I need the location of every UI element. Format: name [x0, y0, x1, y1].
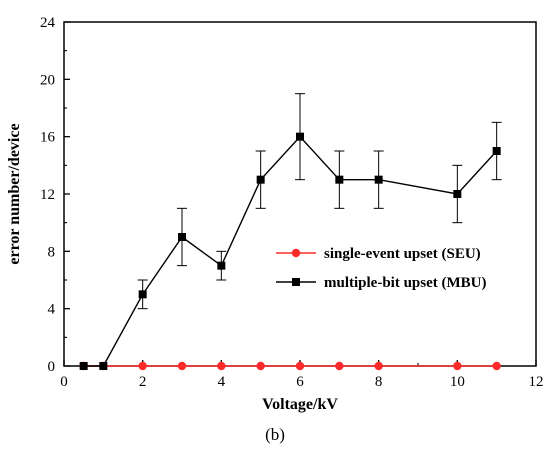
data-point: [79, 362, 88, 370]
legend-marker: [291, 248, 301, 258]
series-layer: [79, 93, 502, 371]
y-tick-label: 24: [40, 15, 56, 31]
y-tick-label: 16: [40, 130, 56, 146]
x-tick-label: 2: [139, 374, 147, 390]
y-axis-title: error number/device: [6, 123, 23, 264]
data-point: [335, 361, 344, 371]
legend: single-event upset (SEU) multiple-bit ups…: [276, 246, 487, 291]
legend-label: single-event upset (SEU): [324, 246, 481, 262]
data-point: [492, 147, 501, 155]
x-tick-label: 6: [296, 374, 304, 390]
plot-frame: [63, 21, 537, 367]
data-point: [453, 190, 462, 198]
y-tick-label: 20: [40, 72, 55, 88]
legend-marker: [292, 278, 300, 286]
x-tick-label: 12: [529, 374, 544, 390]
x-axis-title: Voltage/kV: [262, 396, 338, 413]
data-point: [99, 362, 108, 370]
data-point: [453, 361, 462, 371]
panel-label: (b): [265, 425, 285, 444]
data-point: [296, 132, 304, 141]
y-tick-label: 4: [48, 302, 56, 318]
x-tick-label: 4: [218, 374, 226, 390]
x-tick-label: 10: [450, 374, 465, 390]
data-point: [295, 361, 305, 371]
data-point: [256, 361, 265, 371]
data-point: [138, 361, 147, 371]
data-point: [374, 175, 383, 184]
y-tick-label: 0: [48, 359, 56, 375]
data-point: [217, 261, 226, 270]
series-0: [79, 361, 501, 371]
y-tick-label: 8: [48, 244, 56, 260]
data-point: [178, 233, 186, 241]
data-point: [177, 361, 187, 371]
x-tick-label: 0: [60, 374, 68, 390]
series-1: [79, 93, 502, 370]
data-point: [492, 361, 501, 371]
x-tick-label: 8: [375, 374, 383, 390]
data-point: [138, 290, 147, 299]
data-point: [256, 175, 265, 184]
y-tick-label: 12: [40, 187, 55, 203]
plot-axes: [63, 21, 537, 367]
data-point: [217, 361, 226, 371]
data-point: [374, 361, 383, 371]
legend-label: multiple-bit upset (MBU): [324, 275, 487, 291]
data-point: [335, 175, 344, 184]
